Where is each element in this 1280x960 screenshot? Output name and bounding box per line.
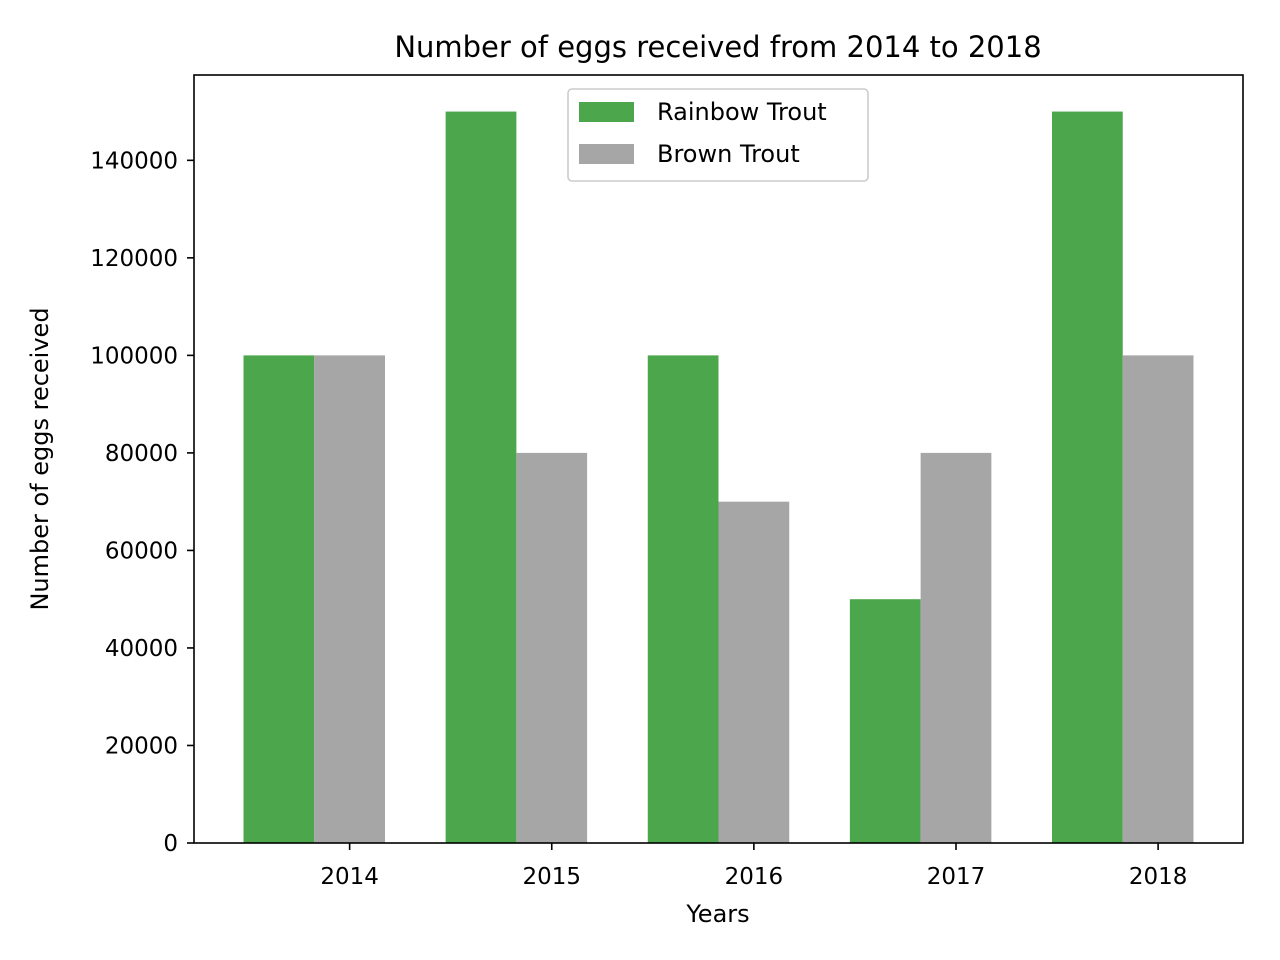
x-axis: 2014 2015 2016 2017 2018: [320, 843, 1187, 890]
bar-rainbow-trout-2018: [1051, 111, 1123, 844]
x-axis-label: Years: [685, 900, 749, 928]
bar-brown-trout-2018: [1122, 355, 1194, 843]
bar-rainbow-trout-2015: [445, 111, 517, 844]
bar-brown-trout-2015: [516, 452, 588, 843]
x-tick-label: 2018: [1129, 864, 1188, 890]
legend-label-brown-trout: Brown Trout: [657, 140, 800, 168]
bar-brown-trout-2014: [314, 355, 386, 843]
legend-label-rainbow-trout: Rainbow Trout: [657, 98, 827, 126]
legend-frame: [567, 88, 869, 182]
x-tick-label: 2017: [927, 864, 986, 890]
bar-rainbow-trout-2014: [243, 355, 315, 843]
x-tick-label: 2014: [320, 864, 379, 890]
x-tick-label: 2015: [522, 864, 581, 890]
legend-swatch-brown-trout: [579, 144, 634, 164]
y-axis-label: Number of eggs received: [26, 307, 54, 610]
legend-swatch-rainbow-trout: [579, 102, 634, 122]
bars-group: [243, 111, 1194, 844]
x-tick-label: 2016: [725, 864, 784, 890]
y-tick-label: 0: [163, 831, 178, 857]
y-tick-label: 60000: [105, 538, 178, 564]
legend: Rainbow Trout Brown Trout: [567, 88, 869, 182]
bar-brown-trout-2017: [920, 452, 992, 843]
y-tick-label: 20000: [105, 733, 178, 759]
y-tick-label: 120000: [90, 246, 178, 272]
y-tick-label: 100000: [90, 343, 178, 369]
bar-rainbow-trout-2017: [849, 599, 921, 843]
y-axis: 0 20000 40000 60000 80000 100000 120000 140000: [90, 148, 194, 857]
plot-frame: [193, 74, 1244, 844]
bar-brown-trout-2016: [718, 501, 790, 843]
y-tick-label: 80000: [105, 441, 178, 467]
y-tick-label: 140000: [90, 148, 178, 174]
y-tick-label: 40000: [105, 636, 178, 662]
chart-title: Number of eggs received from 2014 to 201…: [394, 30, 1041, 64]
bar-rainbow-trout-2016: [647, 355, 719, 843]
